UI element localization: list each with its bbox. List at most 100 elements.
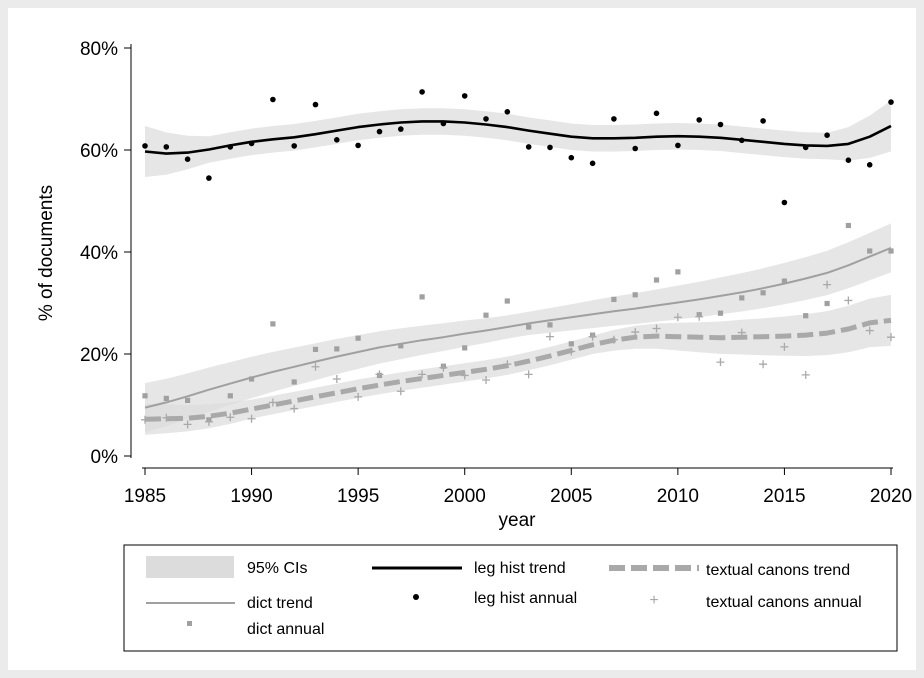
leg-hist-point xyxy=(334,137,340,143)
dict-point xyxy=(547,322,553,328)
textual-canons-point xyxy=(631,328,640,337)
leg-hist-point xyxy=(142,143,148,149)
leg-hist-point xyxy=(739,137,745,144)
x-axis-title: year xyxy=(499,510,537,531)
leg-hist-point xyxy=(589,160,596,167)
textual-canons-point xyxy=(141,415,149,424)
leg-hist-point xyxy=(611,116,617,122)
dict-point xyxy=(355,335,361,341)
textual-canons-point xyxy=(460,371,469,380)
dict-point xyxy=(270,321,276,327)
textual-canons-point xyxy=(183,420,192,429)
dict-point xyxy=(462,345,468,351)
legend-tc-annual-label: textual canons annual xyxy=(706,594,862,611)
trend-line-textual-canons-trend xyxy=(144,317,892,422)
textual-canons-point xyxy=(375,370,384,379)
leg-hist-point xyxy=(355,142,361,149)
dict-point xyxy=(291,379,297,385)
dict-point xyxy=(611,296,617,302)
dict-point xyxy=(739,295,745,301)
textual-canons-point xyxy=(652,324,661,333)
leg-hist-point xyxy=(802,144,809,151)
textual-canons-point xyxy=(823,280,832,289)
y-tick-label: 80% xyxy=(80,39,118,60)
legend-leg-trend-label: leg hist trend xyxy=(474,560,566,577)
textual-canons-point xyxy=(780,342,789,351)
dict-point xyxy=(398,343,404,349)
dict-point xyxy=(483,312,489,318)
textual-canons-point xyxy=(716,358,725,367)
legend-leg-annual-marker xyxy=(413,594,419,600)
x-tick-label: 1985 xyxy=(124,486,166,507)
leg-hist-point xyxy=(845,157,852,163)
y-tick-label: 40% xyxy=(80,243,118,264)
dict-point xyxy=(568,341,574,347)
textual-canons-point xyxy=(759,360,768,369)
dict-point xyxy=(142,393,148,399)
leg-hist-point xyxy=(653,110,660,117)
y-tick-label: 60% xyxy=(80,141,118,162)
leg-hist-point xyxy=(888,99,894,105)
textual-canons-point xyxy=(290,404,299,413)
dict-point xyxy=(781,278,787,284)
y-tick-label: 20% xyxy=(80,345,118,366)
trend-lines xyxy=(144,120,892,422)
axes xyxy=(130,44,893,469)
ci-band-leg-hist-trend xyxy=(145,100,891,177)
x-tick-label: 1990 xyxy=(230,486,272,507)
textual-canons-point xyxy=(695,312,704,321)
legend-box xyxy=(123,544,898,652)
leg-hist-point xyxy=(675,142,681,149)
dict-point xyxy=(504,298,510,304)
leg-hist-point xyxy=(270,96,276,103)
x-tick-label: 2010 xyxy=(657,486,699,507)
leg-hist-point xyxy=(781,199,788,206)
dict-point xyxy=(163,395,169,401)
textual-canons-point xyxy=(887,333,895,342)
leg-hist-point xyxy=(227,144,234,150)
dict-point xyxy=(824,300,830,307)
dict-point xyxy=(845,222,851,229)
leg-hist-point xyxy=(163,144,170,150)
dict-point xyxy=(632,292,638,298)
leg-hist-point xyxy=(184,156,191,162)
textual-canons-point xyxy=(439,363,448,372)
textual-canons-point xyxy=(226,413,235,422)
textual-canons-point xyxy=(204,417,213,426)
leg-hist-point xyxy=(312,101,319,108)
textual-canons-point xyxy=(162,413,171,422)
leg-hist-point xyxy=(440,120,447,127)
textual-canons-point xyxy=(268,398,277,407)
x-tick-label: 2015 xyxy=(763,486,805,507)
textual-canons-point xyxy=(482,376,491,385)
y-axis-title: % of documents xyxy=(36,185,57,321)
y-tick-label: 0% xyxy=(91,447,119,468)
textual-canons-point xyxy=(396,387,405,396)
leg-hist-point xyxy=(632,145,638,152)
legend-ci-swatch xyxy=(146,556,234,578)
leg-hist-point xyxy=(717,121,724,128)
x-tick-label: 2020 xyxy=(870,486,912,507)
textual-canons-point xyxy=(418,370,427,379)
textual-canons-point xyxy=(503,360,512,369)
leg-hist-point xyxy=(461,93,468,99)
leg-hist-point xyxy=(824,132,830,138)
textual-canons-point xyxy=(737,328,746,337)
dict-point xyxy=(760,290,766,296)
legend-ci-label: 95% CIs xyxy=(247,560,307,577)
trend-line-dict-trend xyxy=(144,246,892,409)
dict-point xyxy=(227,393,233,399)
dict-point xyxy=(249,376,255,382)
textual-canons-point xyxy=(865,326,874,335)
trend-line-leg-hist-trend xyxy=(144,120,892,155)
legend-dict-trend-label: dict trend xyxy=(247,595,313,612)
leg-hist-point xyxy=(504,109,511,115)
dict-point xyxy=(312,346,319,352)
leg-hist-point xyxy=(866,162,873,168)
textual-canons-point xyxy=(844,296,853,305)
leg-hist-point xyxy=(568,154,575,161)
leg-hist-point xyxy=(483,116,489,122)
textual-canons-point xyxy=(311,362,320,371)
tick-labels: 0% 20% 40% 60% 80% 1985 1990 1995 2000 2005 2010 20… xyxy=(80,39,912,507)
dict-point xyxy=(675,269,681,275)
